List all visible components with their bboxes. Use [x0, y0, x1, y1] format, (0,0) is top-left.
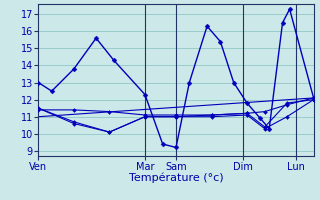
X-axis label: Température (°c): Température (°c) [129, 173, 223, 183]
